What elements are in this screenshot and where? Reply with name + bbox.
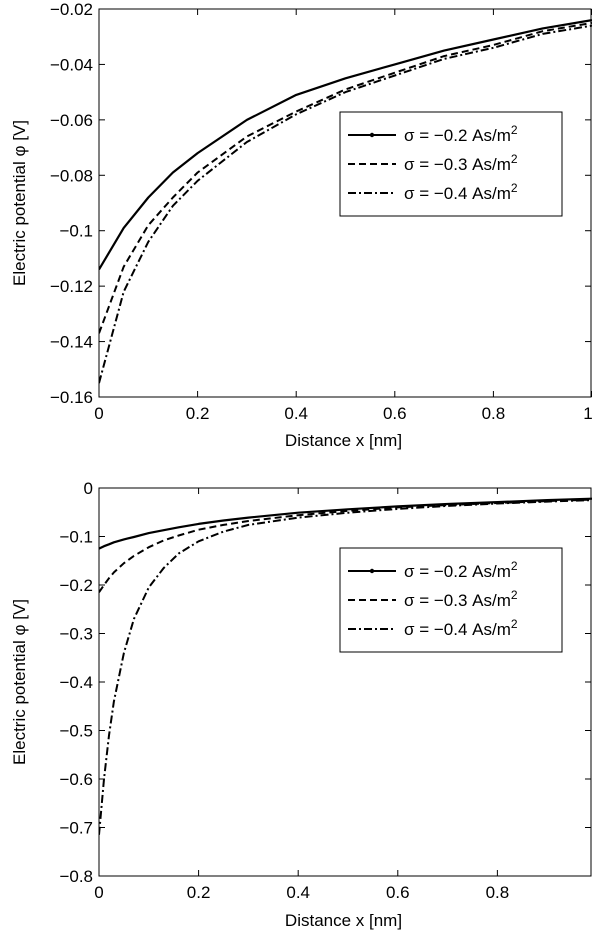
y-tick-label: −0.5 [59,722,93,741]
y-tick-label: −0.12 [50,277,93,296]
y-tick-label: −0.16 [50,388,93,407]
plot-frame [98,487,592,877]
y-tick-label: −0.08 [50,166,93,185]
x-tick-label: 0.6 [383,404,407,423]
x-tick-label: 1 [583,404,592,423]
x-tick-label: 0.8 [482,404,506,423]
plot-frame [98,8,592,398]
y-axis-label: Electric potential φ [V] [10,120,29,286]
series-line-1 [99,19,592,271]
y-tick-label: −0.8 [59,867,93,886]
x-tick-label: 0.6 [386,883,410,902]
legend-label-2: σ = −0.3 As/m2 [404,152,518,174]
x-tick-label: 0 [94,404,103,423]
series-line-3 [99,24,592,384]
legend-label-1: σ = −0.2 As/m2 [404,123,518,145]
legend-label-3: σ = −0.4 As/m2 [404,617,518,639]
series-line-2 [99,498,592,593]
y-tick-label: −0.2 [59,576,93,595]
x-axis-label: Distance x [nm] [285,911,402,930]
y-tick-label: −0.14 [50,333,93,352]
series-line-3 [99,499,592,835]
y-tick-label: −0.6 [59,770,93,789]
x-tick-label: 0.4 [286,883,310,902]
legend: σ = −0.2 As/m2 σ = −0.3 As/m2 σ = −0.4 As/… [339,111,563,217]
y-tick-label: −0.7 [59,819,93,838]
chart-2: 0 0.2 0.4 0.6 0.8 −0.8 −0.7 −0.6 −0.5 −0.4 −0.3 −0.… [10,479,592,930]
legend-label-2: σ = −0.3 As/m2 [404,588,518,610]
chart-1: 0 0.2 0.4 0.6 0.8 1 −0.16 −0.14 −0.12 −0.1 −0.08 −0… [10,0,592,450]
y-tick-label: −0.04 [50,55,93,74]
legend-label-1: σ = −0.2 As/m2 [404,559,518,581]
legend: σ = −0.2 As/m2 σ = −0.3 As/m2 σ = −0.4 As/… [339,547,563,653]
y-tick-label: −0.4 [59,673,93,692]
x-axis-label: Distance x [nm] [285,431,402,450]
x-tick-label: 0.2 [187,883,211,902]
legend-marker [369,568,375,574]
x-tick-label: 0.4 [284,404,308,423]
y-tick-label: −0.1 [59,222,93,241]
y-tick-label: 0 [84,479,93,498]
y-axis-label: Electric potential φ [V] [10,599,29,765]
x-tick-label: 0.2 [186,404,210,423]
legend-label-3: σ = −0.4 As/m2 [404,181,518,203]
legend-marker [369,132,375,138]
y-tick-label: −0.06 [50,111,93,130]
y-tick-label: −0.02 [50,0,93,19]
y-tick-label: −0.3 [59,625,93,644]
y-tick-label: −0.1 [59,528,93,547]
series-line-1 [99,497,592,550]
x-tick-label: 0 [94,883,103,902]
x-tick-label: 0.8 [486,883,510,902]
